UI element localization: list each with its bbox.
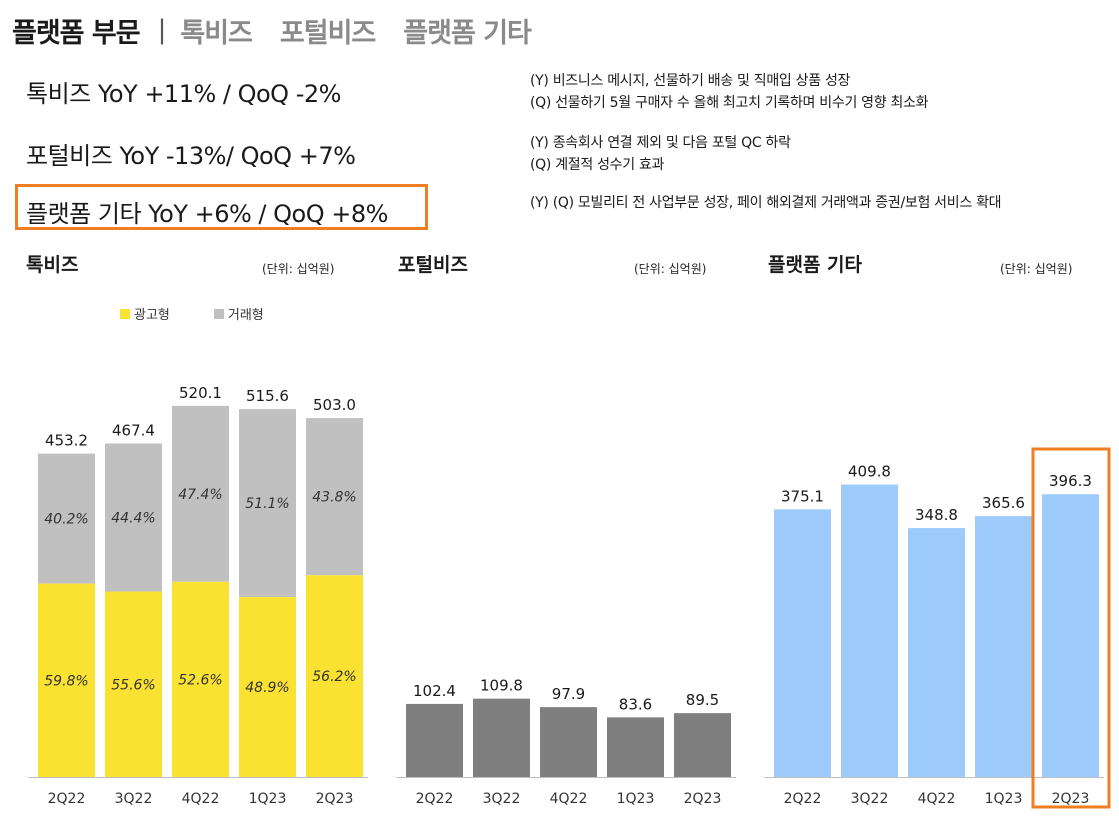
note-platform-other: (Y) (Q) 모빌리티 전 사업부문 성장, 페이 해외결제 거래액과 증권/… — [530, 192, 1002, 214]
x-tick-label: 3Q22 — [851, 791, 889, 807]
data-label: 520.1 — [179, 384, 222, 402]
share-label-ad: 59.8% — [44, 673, 88, 689]
bar-portalbiz-2q22 — [406, 703, 463, 777]
tab-platform-other[interactable]: 플랫폼 기타 — [403, 17, 532, 49]
highlight-box-summary — [15, 184, 428, 230]
note-portalbiz-yoy: (Y) 종속회사 연결 제외 및 다음 포털 QC 하락 — [530, 135, 791, 151]
data-label: 109.8 — [480, 677, 523, 695]
summary-platform-other: 플랫폼 기타 YoY +6% / QoQ +8% — [26, 200, 388, 228]
x-tick-label: 4Q22 — [182, 791, 220, 807]
bar-talkbiz-trade-2q23 — [306, 418, 363, 576]
data-label: 396.3 — [1049, 472, 1092, 490]
bar-talkbiz-ad-4q22 — [172, 581, 229, 777]
bar-talkbiz-trade-4q22 — [172, 405, 229, 582]
data-label: 348.8 — [915, 506, 958, 524]
tab-platform-division[interactable]: 플랫폼 부문 — [12, 17, 141, 49]
share-label-trade: 44.4% — [111, 511, 155, 527]
legend-item-ad: 광고형 — [120, 304, 170, 323]
unit-label-platform-other: (단위: 십억원) — [1000, 262, 1073, 276]
x-tick-label: 1Q23 — [617, 791, 655, 807]
data-label: 515.6 — [246, 387, 289, 405]
bar-talkbiz-trade-1q23 — [239, 409, 296, 598]
note-platform-other-yq: (Y) (Q) 모빌리티 전 사업부문 성장, 페이 해외결제 거래액과 증권/… — [530, 195, 1002, 211]
bar-talkbiz-ad-2q22 — [38, 583, 95, 777]
data-label: 97.9 — [552, 685, 585, 703]
x-tick-label: 3Q22 — [483, 791, 521, 807]
data-label: 83.6 — [619, 695, 652, 713]
tab-portalbiz[interactable]: 포털비즈 — [279, 17, 376, 49]
x-tick-label: 2Q23 — [1052, 791, 1090, 807]
data-label: 503.0 — [313, 396, 356, 414]
note-talkbiz-yoy: (Y) 비즈니스 메시지, 선물하기 배송 및 직매입 상품 성장 — [530, 73, 851, 89]
data-label: 89.5 — [686, 691, 719, 709]
legend-talkbiz: 광고형 거래형 — [120, 304, 308, 323]
x-tick-label: 4Q22 — [550, 791, 588, 807]
bar-talkbiz-trade-3q22 — [105, 443, 162, 592]
note-portalbiz-qoq: (Q) 계절적 성수기 효과 — [530, 157, 665, 173]
bar-platform-other-2q22 — [774, 509, 831, 777]
bar-talkbiz-ad-3q22 — [105, 591, 162, 777]
legend-item-trade: 거래형 — [213, 304, 264, 323]
bar-platform-other-4q22 — [908, 528, 965, 777]
bar-portalbiz-2q23 — [674, 713, 731, 777]
chart-title-portalbiz: 포털비즈 — [398, 254, 468, 276]
note-talkbiz-qoq: (Q) 선물하기 5월 구매자 수 올해 최고치 기록하며 비수기 영향 최소화 — [530, 95, 929, 111]
x-tick-label: 1Q23 — [985, 791, 1023, 807]
bar-talkbiz-trade-2q22 — [38, 453, 95, 584]
note-portalbiz: (Y) 종속회사 연결 제외 및 다음 포털 QC 하락 (Q) 계절적 성수기… — [530, 132, 791, 176]
x-tick-label: 1Q23 — [249, 791, 287, 807]
legend-label-trade: 거래형 — [227, 308, 264, 323]
note-talkbiz: (Y) 비즈니스 메시지, 선물하기 배송 및 직매입 상품 성장 (Q) 선물… — [530, 70, 929, 114]
unit-label-talkbiz: (단위: 십억원) — [262, 262, 335, 276]
header-separator: | — [157, 15, 167, 45]
data-label: 102.4 — [413, 682, 456, 700]
x-tick-label: 2Q22 — [784, 791, 822, 807]
legend-swatch-trade — [213, 308, 224, 319]
x-tick-label: 2Q23 — [316, 791, 354, 807]
data-label: 409.8 — [848, 463, 891, 481]
data-label: 453.2 — [45, 432, 88, 450]
data-label: 365.6 — [982, 494, 1025, 512]
bar-platform-other-1q23 — [975, 516, 1032, 777]
bar-portalbiz-1q23 — [607, 717, 664, 777]
share-label-ad: 52.6% — [178, 672, 222, 688]
legend-swatch-ad — [120, 308, 130, 319]
bar-talkbiz-ad-2q23 — [306, 575, 363, 777]
data-label: 375.1 — [781, 487, 824, 505]
bar-platform-other-3q22 — [841, 484, 898, 777]
x-tick-label: 4Q22 — [918, 791, 956, 807]
unit-label-portalbiz: (단위: 십억원) — [634, 262, 707, 276]
bar-talkbiz-ad-1q23 — [239, 597, 296, 777]
share-label-ad: 56.2% — [312, 669, 356, 685]
share-label-trade: 40.2% — [44, 512, 88, 528]
section-header: 플랫폼 부문 | 톡비즈 포털비즈 플랫폼 기타 — [12, 10, 559, 50]
tab-talkbiz[interactable]: 톡비즈 — [180, 17, 253, 49]
data-label: 467.4 — [112, 421, 155, 439]
share-label-trade: 43.8% — [312, 490, 356, 506]
share-label-ad: 48.9% — [245, 680, 289, 696]
bar-portalbiz-4q22 — [540, 707, 597, 777]
chart-title-talkbiz: 톡비즈 — [26, 254, 79, 276]
x-tick-label: 2Q23 — [684, 791, 722, 807]
share-label-ad: 55.6% — [111, 677, 155, 693]
highlight-box-2q23 — [1031, 447, 1111, 809]
bar-portalbiz-3q22 — [473, 698, 530, 777]
summary-portalbiz: 포털비즈 YoY -13%/ QoQ +7% — [26, 142, 356, 170]
bar-platform-other-2q23 — [1042, 494, 1099, 777]
share-label-trade: 51.1% — [245, 496, 289, 512]
x-tick-label: 3Q22 — [115, 791, 153, 807]
x-tick-label: 2Q22 — [48, 791, 86, 807]
chart-title-platform-other: 플랫폼 기타 — [768, 254, 863, 276]
legend-label-ad: 광고형 — [134, 308, 170, 323]
share-label-trade: 47.4% — [178, 487, 222, 503]
x-tick-label: 2Q22 — [416, 791, 454, 807]
summary-talkbiz: 톡비즈 YoY +11% / QoQ -2% — [26, 80, 341, 108]
